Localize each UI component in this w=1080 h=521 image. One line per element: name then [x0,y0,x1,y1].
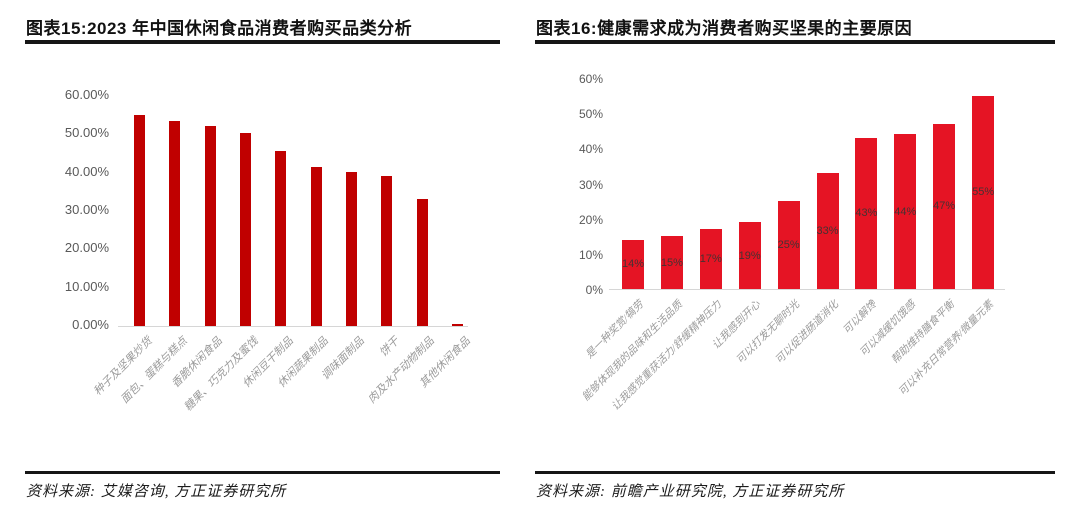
bar [933,123,956,289]
bar [310,166,322,326]
bar [972,95,995,289]
figure-15-panel: 图表15:2023 年中国休闲食品消费者购买品类分析 60.00% 50.00% 4… [25,10,500,515]
bar [855,137,878,289]
y-axis-tick: 0% [585,283,603,298]
y-axis-tick: 40.00% [64,163,109,179]
bar [699,229,722,289]
y-axis-tick: 30% [578,177,603,192]
bar-value-label: 55% [972,186,995,199]
figure-16-chart: 60% 50% 40% 30% 20% 10% 0% 14% 是一种奖赏/犒劳 15% 能够体现我的… [535,10,1055,515]
figure-16-title: 图表16:健康需求成为消费者购买坚果的主要原因 [536,19,913,38]
bar-value-label: 44% [894,205,917,218]
figure-16-panel: 图表16:健康需求成为消费者购买坚果的主要原因 60% 50% 40% 30% 20% 1… [535,10,1055,515]
bar-value-label: 14% [621,258,645,271]
bar [275,151,287,326]
y-axis-tick: 20% [578,212,603,227]
y-axis-tick: 50.00% [64,125,109,141]
bar-value-label: 15% [660,256,683,269]
y-axis-tick: 60% [578,72,603,86]
bar [381,176,393,326]
x-axis-baseline [609,289,1005,290]
y-axis-tick: 0.00% [72,316,109,332]
figure-16-source: 资料来源: 前瞻产业研究院, 方正证券研究所 [536,484,845,500]
y-axis-tick: 20.00% [64,240,109,256]
bar-value-label: 33% [816,224,839,237]
bar [169,120,181,326]
bar [240,132,252,326]
bar-value-label: 19% [738,249,761,262]
bar [134,115,145,326]
figure-15-title: 图表15:2023 年中国休闲食品消费者购买品类分析 [26,19,413,38]
bar [816,172,839,289]
x-axis-baseline [118,326,468,327]
bar-value-label: 17% [699,253,722,266]
figure-15-source-rule [25,471,500,474]
figure-16-title-rule [535,40,1055,44]
y-axis-tick: 10.00% [64,278,109,294]
y-axis-tick: 30.00% [64,201,109,217]
figure-16-source-rule [535,471,1055,474]
bar [777,201,800,289]
figure-15-source: 资料来源: 艾媒咨询, 方正证券研究所 [26,484,287,500]
bar [622,239,644,289]
bar [894,134,917,289]
y-axis-tick: 10% [578,247,603,262]
y-axis-tick: 60.00% [64,87,109,102]
bar [204,125,216,326]
bar-value-label: 25% [777,239,800,252]
bar [416,198,428,326]
y-axis-tick: 50% [578,107,603,122]
y-axis-tick: 40% [578,142,603,157]
bar [738,222,761,289]
figure-15-chart: 60.00% 50.00% 40.00% 30.00% 20.00% 10.00% 0.00… [25,10,500,515]
figure-15-title-rule [25,40,500,44]
bar-value-label: 47% [933,200,956,213]
bar [660,236,683,289]
bar-value-label: 43% [855,207,878,220]
bar [346,171,358,326]
bar [452,324,464,326]
